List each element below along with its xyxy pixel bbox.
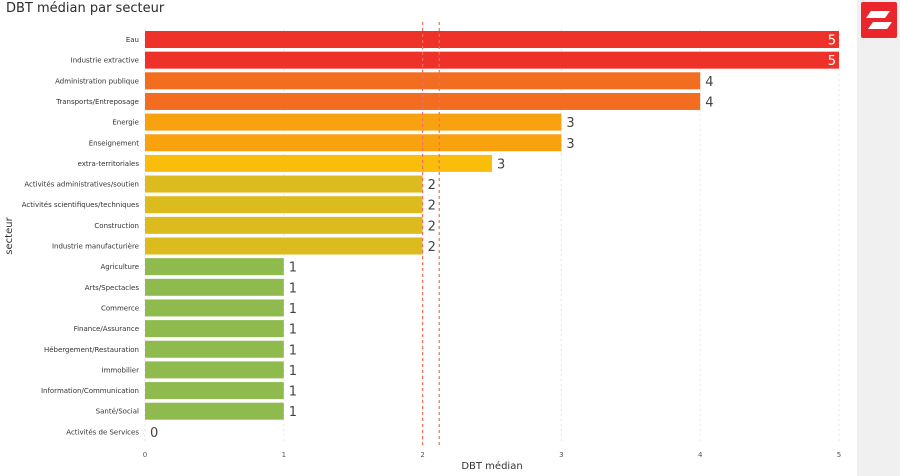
x-tick-label: 0 xyxy=(143,451,147,459)
category-label: Administration publique xyxy=(55,77,139,85)
value-label: 5 xyxy=(828,34,836,49)
bar[interactable] xyxy=(145,113,562,131)
value-label: 0 xyxy=(150,426,158,441)
x-tick-label: 2 xyxy=(420,451,424,459)
bar[interactable] xyxy=(145,134,562,152)
bar[interactable] xyxy=(145,382,284,400)
category-label: Finance/Assurance xyxy=(74,325,139,333)
value-label: 2 xyxy=(428,178,436,193)
value-label: 1 xyxy=(289,364,297,379)
category-label: Industrie manufacturière xyxy=(52,243,139,251)
value-label: 1 xyxy=(289,385,297,400)
category-label: Immobilier xyxy=(102,366,140,374)
category-label: Construction xyxy=(94,222,139,230)
bar[interactable] xyxy=(145,361,284,379)
x-axis-title: DBT médian xyxy=(461,460,522,472)
bar[interactable] xyxy=(145,299,284,317)
value-label: 2 xyxy=(428,199,436,214)
category-label: Industrie extractive xyxy=(71,57,139,65)
value-label: 1 xyxy=(289,302,297,317)
bar[interactable] xyxy=(145,402,284,420)
category-label: extra-territoriales xyxy=(78,160,140,168)
category-label: Santé/Social xyxy=(96,408,139,416)
x-tick-label: 3 xyxy=(559,451,563,459)
bar[interactable] xyxy=(145,196,423,214)
x-tick-label: 5 xyxy=(837,451,841,459)
bar[interactable] xyxy=(145,237,423,255)
category-label: Activités administratives/soutien xyxy=(24,181,139,189)
x-tick-label: 1 xyxy=(282,451,286,459)
bar[interactable] xyxy=(145,258,284,276)
value-label: 1 xyxy=(289,343,297,358)
value-label: 1 xyxy=(289,261,297,276)
category-label: Agriculture xyxy=(101,263,140,271)
chart-title: DBT médian par secteur xyxy=(6,1,165,16)
bar[interactable] xyxy=(145,216,423,234)
value-label: 1 xyxy=(289,281,297,296)
category-label: Enseignement xyxy=(89,139,140,147)
value-label: 3 xyxy=(566,116,574,131)
value-label: 3 xyxy=(497,157,505,172)
x-tick-label: 4 xyxy=(698,451,703,459)
bar[interactable] xyxy=(145,278,284,296)
category-label: Activités de Services xyxy=(66,428,139,436)
category-label: Eau xyxy=(126,36,139,44)
value-label: 1 xyxy=(289,405,297,420)
category-label: Information/Communication xyxy=(41,387,139,395)
category-label: Energie xyxy=(112,119,139,127)
side-panel xyxy=(857,0,900,476)
bar[interactable] xyxy=(145,175,423,193)
value-label: 2 xyxy=(428,219,436,234)
value-label: 4 xyxy=(705,95,713,110)
bar[interactable] xyxy=(145,340,284,358)
bar[interactable] xyxy=(145,154,492,172)
value-label: 3 xyxy=(566,137,574,152)
bar[interactable] xyxy=(145,72,701,90)
category-label: Hébergement/Restauration xyxy=(44,346,139,354)
bar[interactable] xyxy=(145,320,284,338)
y-axis-title: secteur xyxy=(4,216,15,254)
bar[interactable] xyxy=(145,51,839,69)
category-label: Arts/Spectacles xyxy=(85,284,140,292)
brand-logo-icon[interactable] xyxy=(861,2,897,38)
category-label: Commerce xyxy=(101,304,139,312)
value-label: 2 xyxy=(428,240,436,255)
value-label: 4 xyxy=(705,75,713,90)
category-label: Activités scientifiques/techniques xyxy=(22,201,140,209)
category-label: Transports/Entreposage xyxy=(55,98,139,106)
value-label: 5 xyxy=(828,54,836,69)
bar[interactable] xyxy=(145,31,839,48)
value-label: 1 xyxy=(289,323,297,338)
